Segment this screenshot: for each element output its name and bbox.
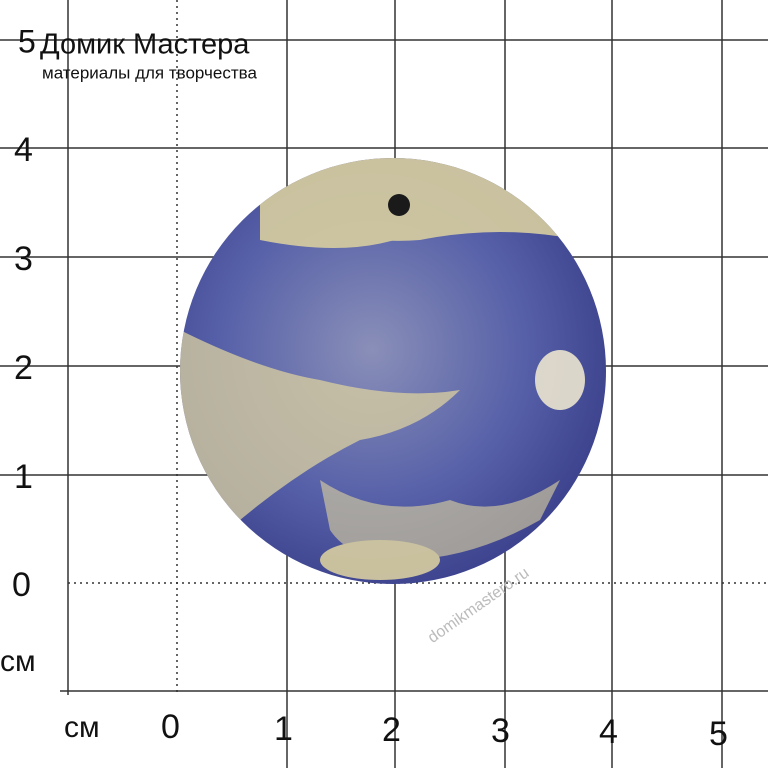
y-label: 2	[14, 349, 33, 387]
header-subtitle: материалы для творчества	[42, 63, 257, 82]
x-label: 1	[274, 710, 293, 748]
x-unit: см	[64, 711, 100, 744]
y-label: 3	[14, 240, 33, 278]
x-label: 5	[709, 715, 728, 753]
stone	[180, 158, 606, 584]
x-label: 4	[599, 713, 618, 751]
y-label: 4	[14, 131, 33, 169]
y-label: 0	[12, 566, 31, 604]
y-label: 1	[14, 458, 33, 496]
header-title: Домик Мастера	[40, 29, 250, 61]
header-number: 5	[18, 23, 36, 59]
x-label: 3	[491, 712, 510, 750]
x-label: 0	[161, 708, 180, 746]
x-label: 2	[382, 711, 401, 749]
y-unit: см	[0, 645, 36, 678]
